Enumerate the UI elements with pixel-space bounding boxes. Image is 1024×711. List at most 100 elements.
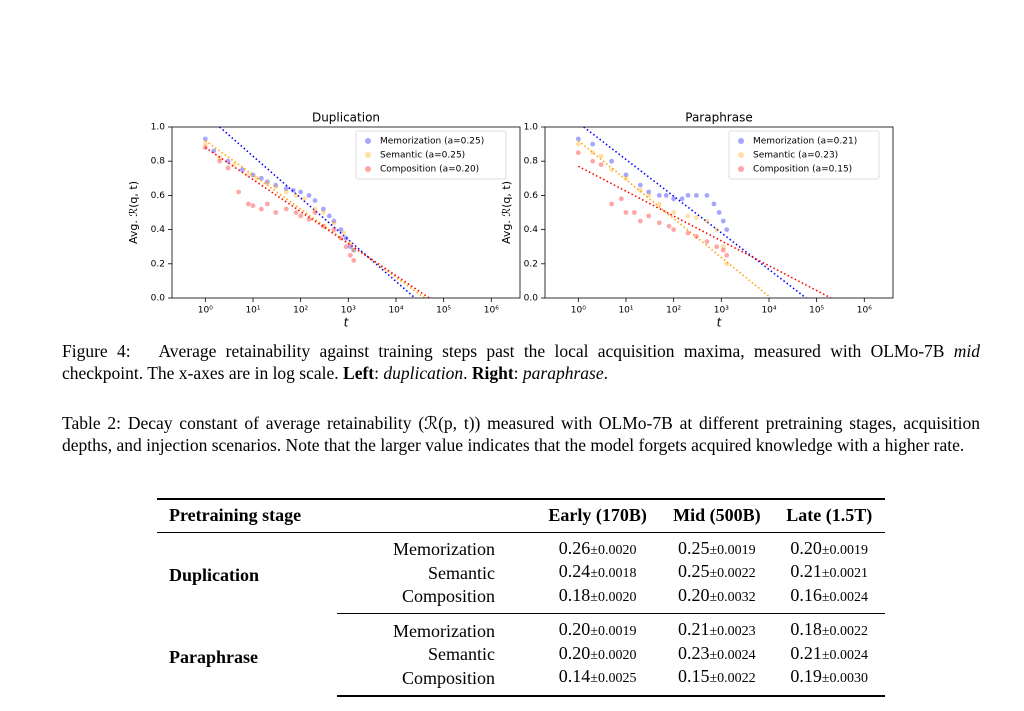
cell-value: 0.26	[558, 537, 591, 558]
point	[623, 172, 629, 178]
cell-error: ±0.0025	[590, 671, 637, 686]
cell: 0.14±0.0025	[535, 666, 661, 697]
point	[331, 218, 337, 224]
caption-text: duplication	[383, 363, 464, 383]
point	[326, 213, 332, 219]
x-tick-label: 10⁵	[436, 306, 451, 316]
point	[720, 247, 726, 253]
scenario-label: Composition	[337, 666, 535, 697]
point	[598, 162, 604, 168]
x-tick-label: 10³	[714, 306, 729, 316]
caption-text: .	[603, 363, 608, 383]
point	[283, 186, 289, 191]
cell-value: 0.18	[790, 619, 822, 639]
point	[637, 218, 643, 224]
cell-error: ±0.0022	[821, 624, 869, 639]
x-tick-label: 10²	[666, 306, 681, 316]
point	[236, 189, 242, 195]
caption-text: Decay constant of average retainability …	[62, 413, 981, 455]
cell-value: 0.24	[558, 561, 591, 581]
point	[656, 201, 662, 207]
plot-area	[575, 127, 832, 298]
legend-box	[355, 130, 507, 180]
caption-text: Average retainability against training s…	[158, 341, 954, 361]
figure: Duplication 0.0 0.2 0.4 0.6 0.8 1.0 10⁰ 10¹ 10² 10…	[127, 111, 894, 330]
chart-title: Duplication	[312, 111, 380, 125]
cell-error: ±0.0022	[709, 671, 756, 686]
point	[724, 261, 730, 267]
point	[306, 216, 312, 222]
point	[609, 201, 615, 207]
legend-marker	[738, 166, 744, 172]
x-tick-label: 10¹	[618, 306, 633, 316]
cell-error: ±0.0020	[590, 589, 637, 605]
cell-error: ±0.0020	[590, 542, 637, 558]
point	[302, 196, 307, 202]
y-axis-label: Avg. ℛ(q, t)	[500, 181, 513, 244]
point	[716, 210, 722, 215]
caption-text: Right	[471, 363, 514, 383]
legend-marker	[365, 138, 371, 144]
point	[293, 193, 299, 198]
table-row: Composition 0.14±0.0025 0.15±0.0022 0.19±0.…	[157, 666, 885, 697]
legend-box	[728, 130, 880, 180]
point	[714, 227, 720, 233]
point	[283, 189, 289, 195]
scenario-label: Semantic	[428, 562, 495, 583]
scenario-label: Memorization	[393, 620, 495, 641]
scenario-label: Memorization	[393, 539, 495, 559]
cell-error: ±0.0021	[821, 566, 869, 581]
point	[590, 141, 596, 147]
point	[646, 189, 652, 195]
point	[331, 220, 337, 226]
x-tick-label: 10⁰	[198, 306, 213, 316]
point	[704, 218, 710, 224]
point	[575, 136, 581, 142]
cell-value: 0.15	[677, 666, 710, 686]
point	[202, 136, 208, 142]
cell: 0.20±0.0032	[660, 584, 774, 614]
plot-frame	[171, 126, 521, 299]
chart-title: Paraphrase	[685, 111, 752, 125]
cell-value: 0.23	[677, 642, 710, 663]
column-header: Late (1.5T)	[773, 498, 885, 533]
fit-line	[219, 127, 416, 298]
point	[679, 196, 685, 202]
point	[264, 179, 270, 185]
x-tick-label: 10³	[341, 306, 356, 316]
caption-text: :	[513, 363, 523, 383]
plot-frame	[544, 126, 894, 299]
y-tick-label: 1.0	[151, 123, 166, 133]
point	[693, 215, 699, 221]
point	[663, 193, 669, 198]
point	[264, 201, 270, 207]
point	[623, 175, 629, 181]
table-group: Duplication Memorization 0.26±0.0020 0.25±0…	[157, 532, 885, 614]
chart: Paraphrase 0.0 0.2 0.4 0.6 0.8 1.0 10⁰ 10¹ 10² 10³…	[500, 111, 894, 330]
point	[631, 210, 637, 215]
cell-error: ±0.0024	[821, 647, 869, 663]
cell-value: 0.20	[558, 642, 591, 663]
point	[217, 155, 223, 161]
point	[720, 218, 726, 224]
point	[671, 196, 677, 202]
cell-value: 0.14	[558, 666, 591, 686]
y-tick-label: 0.0	[151, 294, 166, 304]
point	[320, 210, 326, 215]
cell: 0.16±0.0024	[773, 584, 885, 614]
table-head: Pretraining stage Early (170B) Mid (500B) L…	[157, 498, 885, 533]
column-header: Pretraining stage	[157, 498, 535, 533]
point	[666, 223, 672, 229]
y-tick-label: 0.6	[151, 191, 166, 201]
point	[351, 257, 357, 263]
point	[671, 227, 677, 233]
cell-value: 0.21	[790, 642, 822, 663]
y-axis-label: Avg. ℛ(q, t)	[127, 181, 140, 244]
cell-error: ±0.0024	[821, 589, 869, 605]
point	[273, 184, 279, 190]
point	[320, 223, 326, 229]
cell-error: ±0.0023	[709, 624, 756, 639]
column-header: Mid (500B)	[660, 498, 774, 533]
x-tick-label: 10⁴	[388, 306, 403, 316]
cell-error: ±0.0022	[709, 566, 756, 581]
